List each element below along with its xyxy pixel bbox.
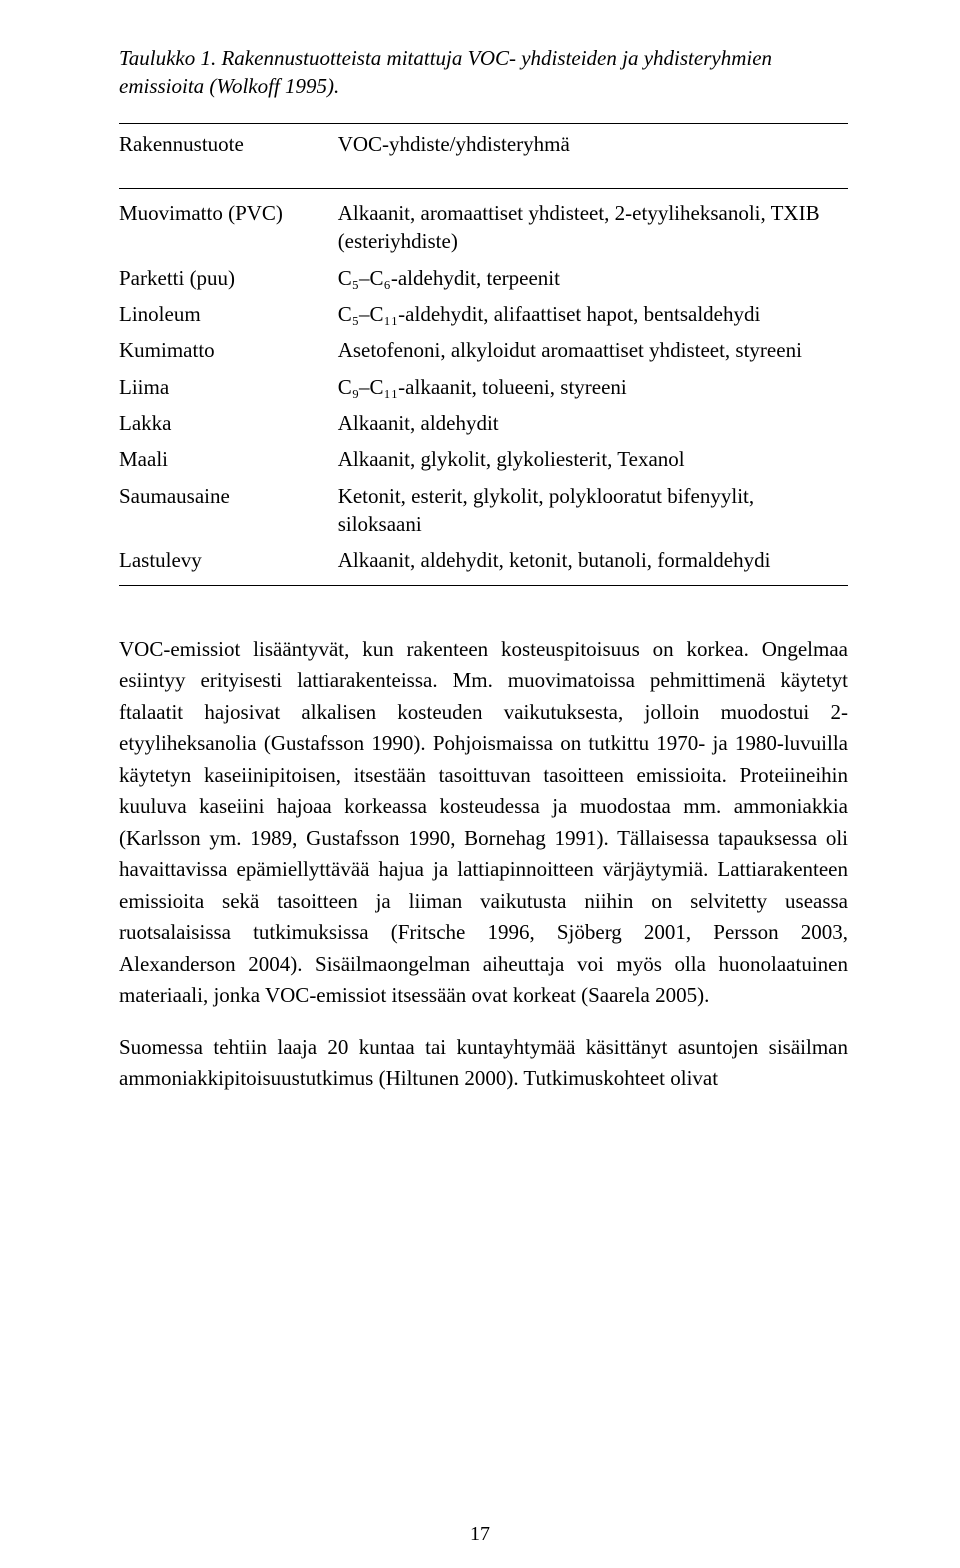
cell-voc: Alkaanit, glykolit, glykoliesterit, Texa… [338, 441, 848, 477]
cell-voc: Asetofenoni, alkyloidut aromaattiset yhd… [338, 332, 848, 368]
cell-voc: C₅–C₆-aldehydit, terpeenit [338, 260, 848, 296]
cell-voc: C₉–C₁₁-alkaanit, tolueeni, styreeni [338, 369, 848, 405]
cell-voc: Alkaanit, aldehydit, ketonit, butanoli, … [338, 542, 848, 585]
cell-product: Linoleum [119, 296, 338, 332]
cell-product: Lastulevy [119, 542, 338, 585]
table-row: Kumimatto Asetofenoni, alkyloidut aromaa… [119, 332, 848, 368]
table-row: Parketti (puu) C₅–C₆-aldehydit, terpeeni… [119, 260, 848, 296]
cell-voc: Alkaanit, aldehydit [338, 405, 848, 441]
cell-product: Liima [119, 369, 338, 405]
table-row: Muovimatto (PVC) Alkaanit, aromaattiset … [119, 189, 848, 260]
page: Taulukko 1. Rakennustuotteista mitattuja… [0, 0, 960, 1568]
table-row: Saumausaine Ketonit, esterit, glykolit, … [119, 478, 848, 543]
header-cell-product: Rakennustuote [119, 123, 338, 188]
voc-table: Rakennustuote VOC-yhdiste/yhdisteryhmä M… [119, 123, 848, 586]
cell-product: Lakka [119, 405, 338, 441]
cell-product: Parketti (puu) [119, 260, 338, 296]
cell-product: Kumimatto [119, 332, 338, 368]
table-row: Lakka Alkaanit, aldehydit [119, 405, 848, 441]
spacer [119, 586, 848, 634]
cell-voc: C₅–C₁₁-aldehydit, alifaattiset hapot, be… [338, 296, 848, 332]
table-header-row: Rakennustuote VOC-yhdiste/yhdisteryhmä [119, 123, 848, 188]
paragraph-2: Suomessa tehtiin laaja 20 kuntaa tai kun… [119, 1032, 848, 1095]
table-row: Maali Alkaanit, glykolit, glykoliesterit… [119, 441, 848, 477]
cell-voc: Ketonit, esterit, glykolit, polyklooratu… [338, 478, 848, 543]
table-row: Liima C₉–C₁₁-alkaanit, tolueeni, styreen… [119, 369, 848, 405]
table-row: Lastulevy Alkaanit, aldehydit, ketonit, … [119, 542, 848, 585]
header-cell-voc: VOC-yhdiste/yhdisteryhmä [338, 123, 848, 188]
cell-product: Saumausaine [119, 478, 338, 543]
paragraph-1: VOC-emissiot lisääntyvät, kun rakenteen … [119, 634, 848, 1012]
table-caption: Taulukko 1. Rakennustuotteista mitattuja… [119, 44, 848, 101]
page-number: 17 [0, 1523, 960, 1546]
cell-voc: Alkaanit, aromaattiset yhdisteet, 2-etyy… [338, 189, 848, 260]
cell-product: Muovimatto (PVC) [119, 189, 338, 260]
table-row: Linoleum C₅–C₁₁-aldehydit, alifaattiset … [119, 296, 848, 332]
cell-product: Maali [119, 441, 338, 477]
